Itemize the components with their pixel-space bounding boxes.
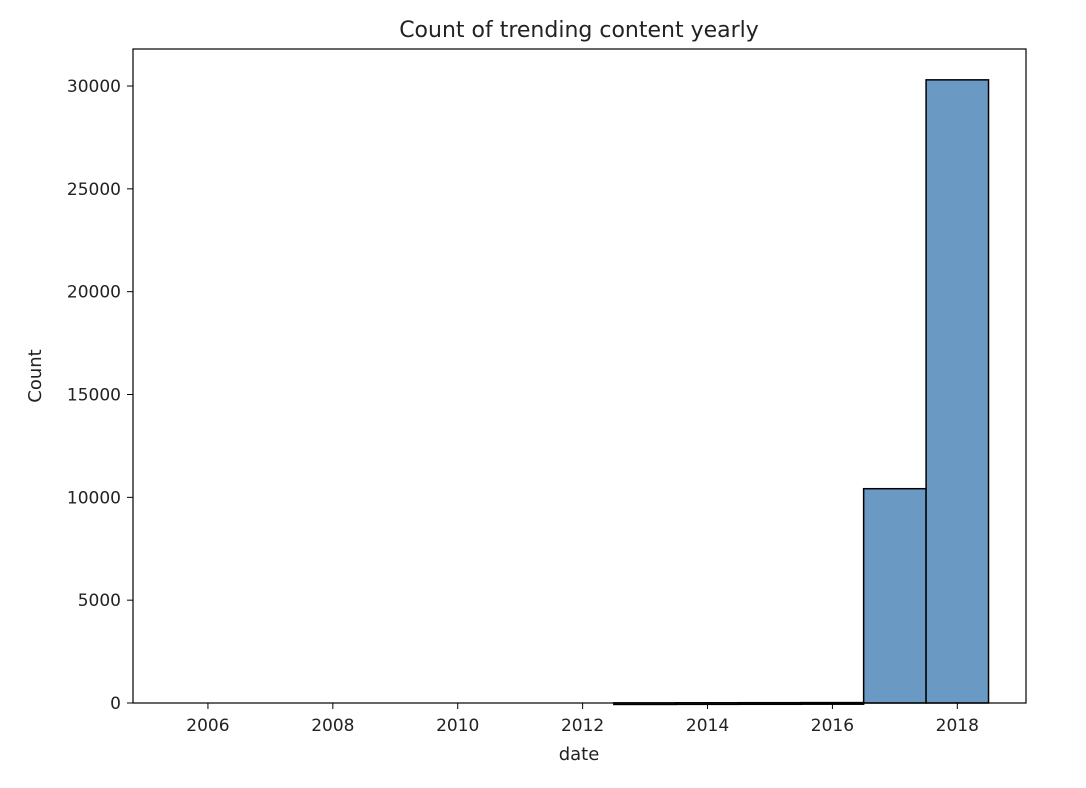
chart-title: Count of trending content yearly [399,18,759,43]
x-tick-label-3: 2012 [561,716,604,736]
x-tick-label-1: 2008 [311,716,354,736]
y-axis-label: Count [25,349,46,402]
y-tick-label-0: 0 [110,694,121,714]
x-tick-label-4: 2014 [686,716,729,736]
y-tick-label-5: 25000 [67,180,121,200]
y-tick-label-6: 30000 [67,77,121,97]
x-tick-label-5: 2016 [811,716,854,736]
x-axis-label: date [559,744,600,765]
x-tick-label-6: 2018 [936,716,979,736]
y-tick-label-4: 20000 [67,283,121,303]
bars-layer [613,79,990,706]
y-tick-label-2: 10000 [67,488,121,508]
histogram-bar-4 [862,487,927,704]
plot-frame [132,48,1027,704]
histogram-bar-5 [925,79,990,704]
x-tick-label-0: 2006 [186,716,229,736]
y-tick-label-1: 5000 [78,591,121,611]
ticks-layer: 2006 2008 2010 2012 2014 2016 2018 0 5000 10000 15… [67,77,979,736]
x-tick-label-2: 2010 [436,716,479,736]
y-tick-label-3: 15000 [67,386,121,406]
